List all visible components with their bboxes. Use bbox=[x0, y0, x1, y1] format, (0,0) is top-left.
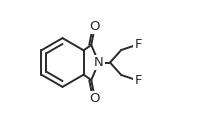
Text: O: O bbox=[90, 92, 100, 105]
Text: F: F bbox=[134, 38, 142, 52]
Text: O: O bbox=[90, 20, 100, 33]
Text: F: F bbox=[134, 74, 142, 86]
Text: N: N bbox=[94, 56, 104, 69]
